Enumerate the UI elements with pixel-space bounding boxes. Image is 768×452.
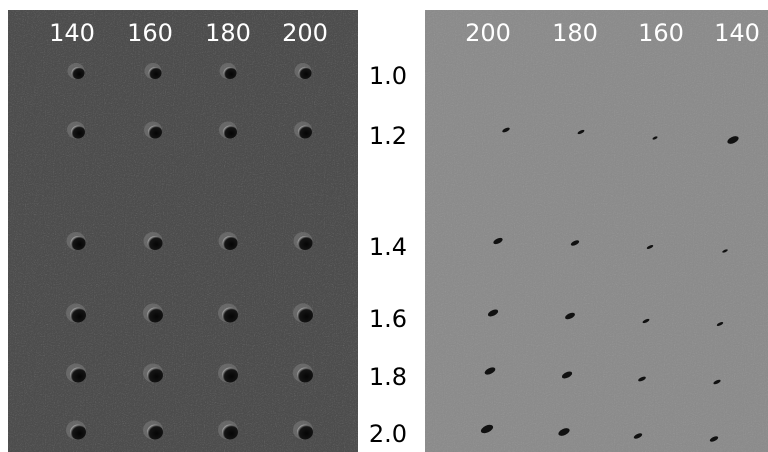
hole bbox=[222, 308, 238, 323]
hole bbox=[147, 368, 163, 383]
hole bbox=[147, 308, 163, 323]
hole bbox=[297, 308, 313, 323]
row-label: 1.0 bbox=[369, 62, 407, 90]
hole bbox=[222, 425, 238, 440]
column-label: 140 bbox=[49, 19, 95, 47]
row-label: 1.8 bbox=[369, 363, 407, 391]
hole bbox=[148, 126, 162, 139]
row-label: 1.2 bbox=[369, 122, 407, 150]
figure: 140 160 180 200 200 180 160 140 1.0 1.2 1.4 1.6 1.8 2… bbox=[0, 0, 768, 452]
right-micrograph bbox=[425, 10, 768, 452]
column-label: 160 bbox=[127, 19, 173, 47]
hole bbox=[148, 236, 163, 250]
row-label: 1.4 bbox=[369, 233, 407, 261]
column-label: 180 bbox=[205, 19, 251, 47]
hole bbox=[70, 425, 86, 440]
row-label: 1.6 bbox=[369, 305, 407, 333]
hole bbox=[147, 425, 163, 440]
hole bbox=[298, 236, 313, 250]
hole bbox=[71, 126, 85, 139]
hole bbox=[72, 67, 85, 79]
column-label: 200 bbox=[282, 19, 328, 47]
row-label: 2.0 bbox=[369, 420, 407, 448]
hole bbox=[224, 67, 237, 79]
hole bbox=[223, 236, 238, 250]
hole bbox=[149, 67, 162, 79]
column-label: 160 bbox=[638, 19, 684, 47]
hole bbox=[70, 308, 86, 323]
hole bbox=[70, 368, 86, 383]
hole bbox=[222, 368, 238, 383]
hole bbox=[223, 126, 237, 139]
hole bbox=[297, 425, 313, 440]
hole bbox=[299, 67, 312, 79]
column-label: 200 bbox=[465, 19, 511, 47]
hole bbox=[297, 368, 313, 383]
hole bbox=[71, 236, 86, 250]
column-label: 140 bbox=[714, 19, 760, 47]
hole bbox=[298, 126, 312, 139]
column-label: 180 bbox=[552, 19, 598, 47]
